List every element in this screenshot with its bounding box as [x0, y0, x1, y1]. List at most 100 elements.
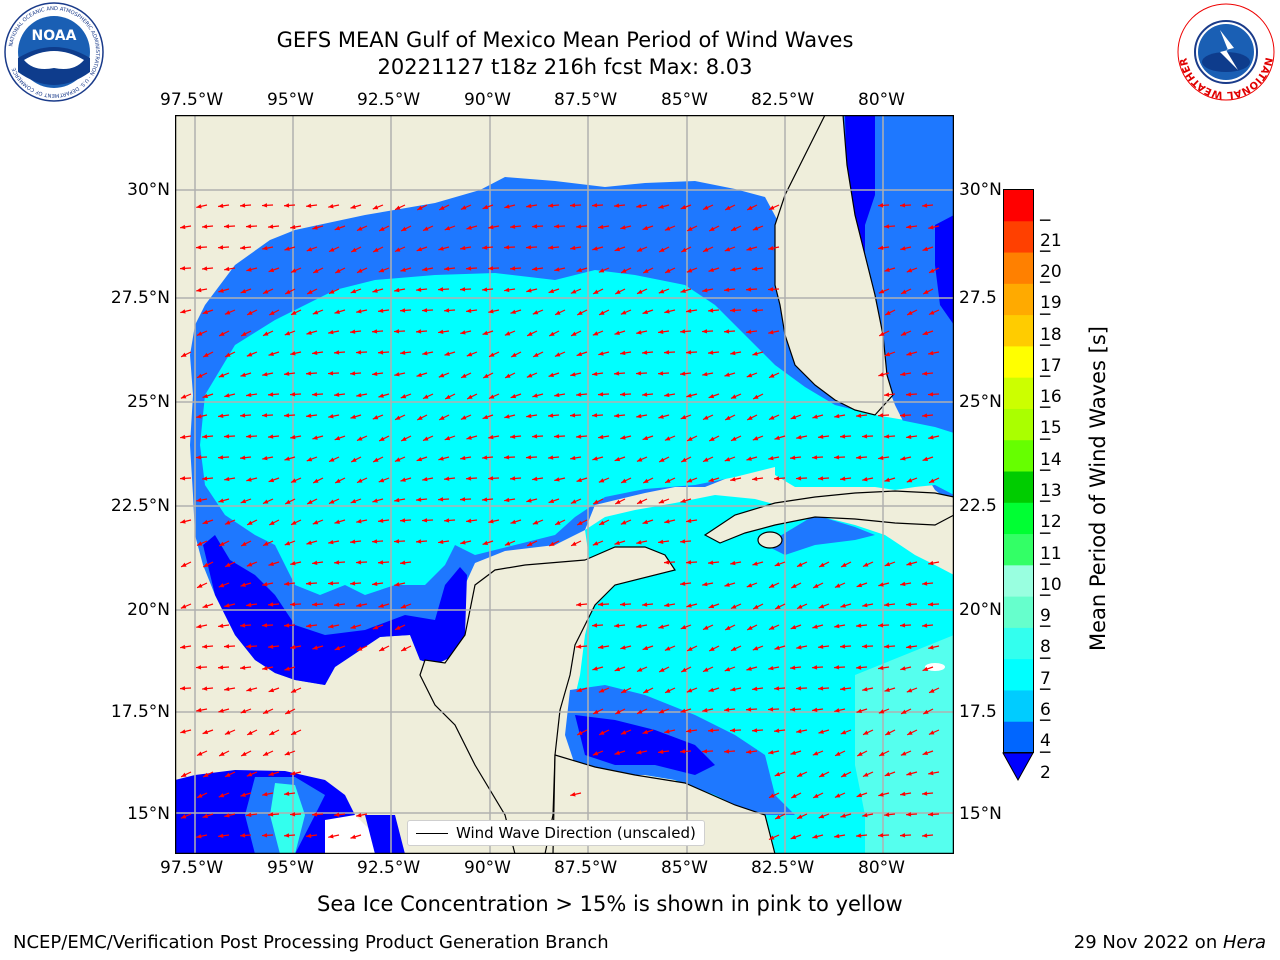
wave-arrow-head [818, 729, 824, 734]
wave-arrow-head [461, 373, 467, 378]
wave-arrow-head [702, 329, 708, 334]
wave-arrow-head [306, 371, 312, 376]
colorbar-tick: ─ 20 [1040, 242, 1062, 283]
wave-arrow-head [224, 644, 230, 649]
wave-arrow-head [482, 330, 488, 335]
wave-arrow-head [863, 730, 869, 735]
wave-arrow-head [812, 414, 818, 419]
wave-arrow-head [268, 351, 274, 356]
wave-arrow-head [554, 477, 560, 482]
wave-arrow-head [570, 413, 576, 418]
wave-arrow-head [285, 499, 291, 504]
wave-arrow-head [576, 392, 582, 397]
wave-arrow-head [262, 623, 268, 628]
wave-arrow-head [240, 499, 247, 504]
wave-arrow-head [753, 394, 759, 399]
wave-arrow-head [439, 205, 445, 210]
wave-arrow-head [884, 812, 890, 817]
wave-arrow-head [488, 394, 495, 399]
wave-arrow-head [680, 329, 686, 334]
wave-arrow-head [659, 247, 665, 252]
wave-arrow-head [400, 308, 406, 313]
wave-arrow-head [488, 266, 494, 271]
wave-arrow-head [334, 436, 341, 441]
wave-arrow-head [356, 813, 362, 818]
wave-arrow-head [907, 310, 913, 315]
wave-arrow-head [746, 707, 752, 712]
wave-arrow-head [504, 455, 510, 460]
wave-arrow-head [746, 246, 752, 251]
wave-arrow-head [372, 539, 378, 544]
wave-arrow-head [658, 329, 664, 334]
wave-arrow-head [482, 540, 489, 545]
wave-arrow-head [724, 582, 730, 587]
wave-arrow-head [658, 499, 665, 504]
wave-arrow-head [180, 604, 187, 609]
wave-arrow-head [180, 434, 186, 440]
wave-arrow-head [196, 834, 202, 839]
wave-arrow-head [466, 476, 472, 481]
wave-arrow-head [246, 772, 253, 777]
wave-arrow-head [724, 707, 730, 712]
wave-arrow-head [900, 791, 906, 797]
wave-arrow-head [878, 289, 885, 294]
wave-arrow-head [268, 267, 275, 273]
wave-arrow-head [416, 456, 423, 462]
wave-arrow-head [818, 814, 825, 819]
colorbar-swatch [1003, 502, 1034, 535]
wave-arrow-head [598, 602, 604, 607]
colorbar-swatch [1003, 220, 1034, 253]
wave-arrow-head [351, 247, 357, 252]
wave-arrow-head [379, 436, 385, 441]
wave-arrow-head [900, 666, 906, 671]
wave-arrow-head [467, 394, 473, 399]
wave-arrow-head [664, 729, 670, 734]
left-lat-tick: 22.5°N [110, 496, 170, 516]
wave-arrow-head [224, 266, 230, 272]
wave-arrow-head [197, 583, 203, 588]
wave-arrow-head [526, 288, 532, 293]
wave-arrow-head [680, 288, 686, 293]
wave-arrow-head [307, 289, 313, 294]
wave-arrow-head [422, 518, 428, 523]
wave-arrow-head [532, 434, 538, 439]
wave-arrow-head [856, 623, 862, 628]
wave-arrow-head [856, 413, 862, 418]
wave-arrow-head [620, 435, 626, 440]
wave-arrow-head [505, 373, 511, 378]
colorbar-swatch [1003, 658, 1034, 691]
colorbar-swatch [1003, 471, 1034, 503]
wave-arrow-head [796, 435, 802, 440]
wave-arrow-head [664, 392, 670, 398]
wave-arrow-head [664, 309, 670, 314]
wave-arrow-head [708, 477, 714, 482]
wave-arrow-head [416, 372, 422, 377]
wave-arrow-head [599, 310, 605, 315]
wave-arrow-head [752, 351, 758, 356]
wave-arrow-head [703, 247, 709, 252]
wave-arrow-head [196, 455, 202, 460]
wave-arrow-head [466, 518, 472, 523]
wave-arrow-head [328, 204, 334, 209]
wave-arrow-head [686, 268, 693, 273]
wave-arrow-head [224, 603, 230, 608]
wave-arrow-head [906, 478, 913, 483]
wave-arrow-head [818, 476, 824, 481]
wave-arrow-head [702, 288, 708, 293]
colorbar-frame [1003, 189, 1034, 753]
wave-arrow-head [752, 728, 758, 733]
wave-arrow-head [862, 434, 868, 439]
wave-arrow-head [290, 644, 296, 650]
wave-arrow-head [643, 478, 649, 483]
wave-arrow-head [797, 772, 803, 777]
wave-arrow-head [928, 392, 934, 397]
wave-arrow-head [862, 687, 868, 692]
wave-arrow-head [532, 476, 538, 482]
wave-arrow-head [614, 750, 620, 755]
wave-arrow-head [202, 813, 208, 818]
wave-arrow-head [614, 623, 620, 628]
chart-title: GEFS MEAN Gulf of Mexico Mean Period of … [276, 28, 854, 52]
wave-arrow-head [752, 646, 759, 651]
wave-arrow-head [906, 351, 912, 356]
wave-arrow-head [769, 373, 775, 378]
